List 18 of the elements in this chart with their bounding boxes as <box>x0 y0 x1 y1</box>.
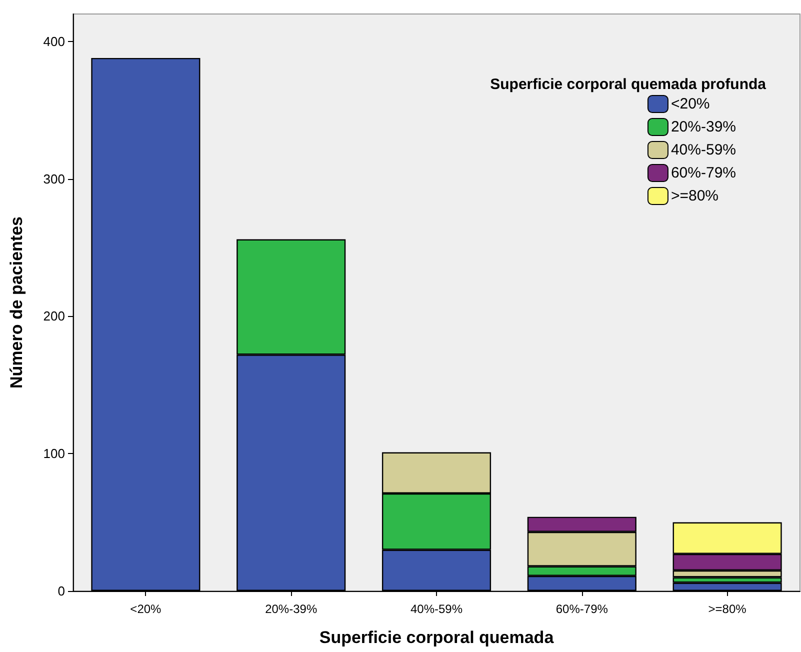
y-tick-label: 300 <box>43 171 65 186</box>
y-tick-label: 200 <box>43 308 65 324</box>
legend-label: 60%-79% <box>670 164 736 182</box>
x-tick-label: >=80% <box>708 602 747 616</box>
y-tick-label: 0 <box>58 584 65 598</box>
x-tick-label: 20%-39% <box>265 602 318 616</box>
y-axis-title: Número de pacientes <box>7 216 26 388</box>
y-tick-label: 400 <box>43 34 65 49</box>
y-tick-label: 100 <box>43 446 65 462</box>
x-axis-title: Superficie corporal quemada <box>319 628 554 647</box>
legend-label: <20% <box>670 96 710 112</box>
x-tick-label: 40%-59% <box>410 602 463 616</box>
legend-label: 20%-39% <box>670 118 736 136</box>
legend-title: Superficie corporal quemada profunda <box>490 76 767 93</box>
x-tick-label: <20% <box>130 602 162 616</box>
legend-label: >=80% <box>670 188 719 204</box>
legend-label: 40%-59% <box>670 142 736 158</box>
x-tick-label: 60%-79% <box>556 602 608 616</box>
